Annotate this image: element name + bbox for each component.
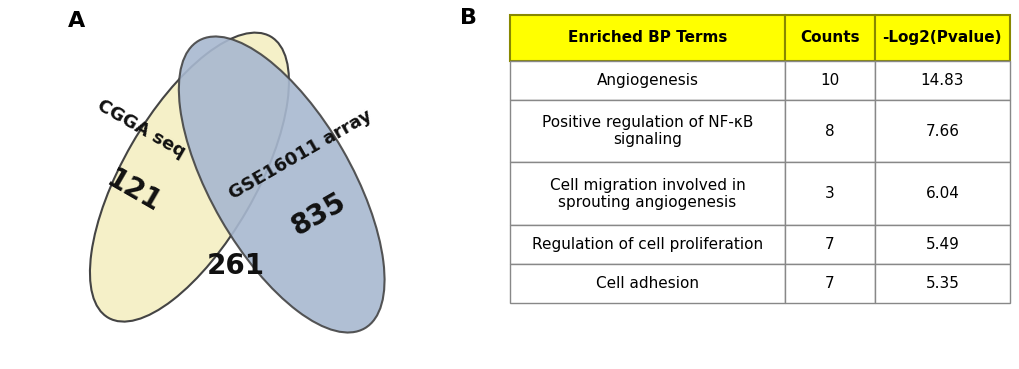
Bar — [510, 15, 785, 61]
Bar — [510, 100, 785, 162]
Text: 10: 10 — [819, 73, 839, 87]
Text: 3: 3 — [824, 186, 834, 201]
Text: 7.66: 7.66 — [924, 124, 959, 138]
Text: 121: 121 — [102, 165, 166, 218]
Text: 14.83: 14.83 — [920, 73, 963, 87]
Bar — [510, 61, 785, 100]
Text: Counts: Counts — [799, 30, 859, 45]
Bar — [874, 61, 1009, 100]
Text: Enriched BP Terms: Enriched BP Terms — [568, 30, 727, 45]
Bar — [785, 61, 874, 100]
Text: Positive regulation of NF-κB
signaling: Positive regulation of NF-κB signaling — [541, 115, 752, 147]
Bar — [510, 162, 785, 225]
Text: 7: 7 — [824, 276, 834, 291]
Text: 835: 835 — [286, 187, 351, 241]
Text: B: B — [460, 8, 477, 28]
Bar — [874, 15, 1009, 61]
Text: 261: 261 — [207, 252, 264, 280]
Text: CGGA seq: CGGA seq — [94, 97, 189, 162]
Text: Angiogenesis: Angiogenesis — [596, 73, 698, 87]
Text: 7: 7 — [824, 237, 834, 252]
Text: 6.04: 6.04 — [924, 186, 958, 201]
Bar — [874, 162, 1009, 225]
Text: -Log2(Pvalue): -Log2(Pvalue) — [881, 30, 1001, 45]
Ellipse shape — [178, 37, 384, 332]
Bar — [510, 225, 785, 264]
Bar — [785, 264, 874, 303]
Bar — [785, 162, 874, 225]
Bar — [874, 225, 1009, 264]
Bar — [510, 264, 785, 303]
Bar — [785, 15, 874, 61]
Text: 5.35: 5.35 — [924, 276, 958, 291]
Text: Cell migration involved in
sprouting angiogenesis: Cell migration involved in sprouting ang… — [549, 177, 745, 210]
Bar — [874, 100, 1009, 162]
Text: Regulation of cell proliferation: Regulation of cell proliferation — [531, 237, 762, 252]
Ellipse shape — [90, 32, 288, 322]
Bar — [874, 264, 1009, 303]
Bar — [785, 225, 874, 264]
Text: A: A — [67, 11, 85, 31]
Text: GSE16011 array: GSE16011 array — [225, 107, 374, 203]
Text: Cell adhesion: Cell adhesion — [595, 276, 698, 291]
Bar — [785, 100, 874, 162]
Text: 8: 8 — [824, 124, 834, 138]
Text: 5.49: 5.49 — [924, 237, 958, 252]
